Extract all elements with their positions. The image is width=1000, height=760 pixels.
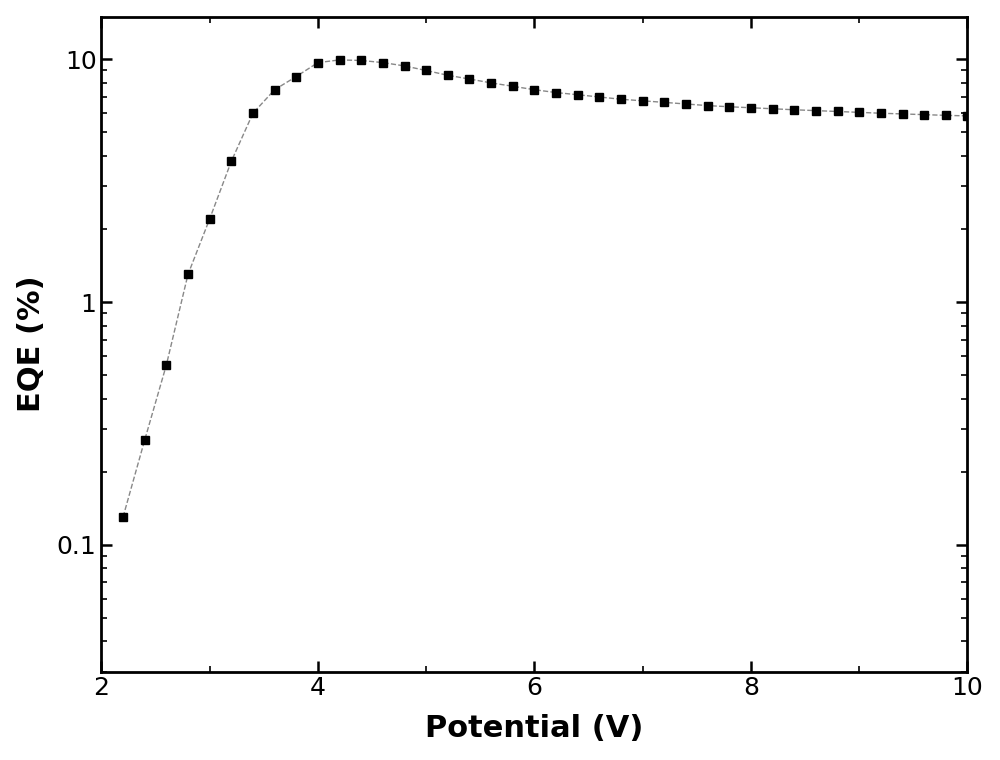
X-axis label: Potential (V): Potential (V) — [425, 714, 644, 743]
Y-axis label: EQE (%): EQE (%) — [17, 276, 46, 413]
